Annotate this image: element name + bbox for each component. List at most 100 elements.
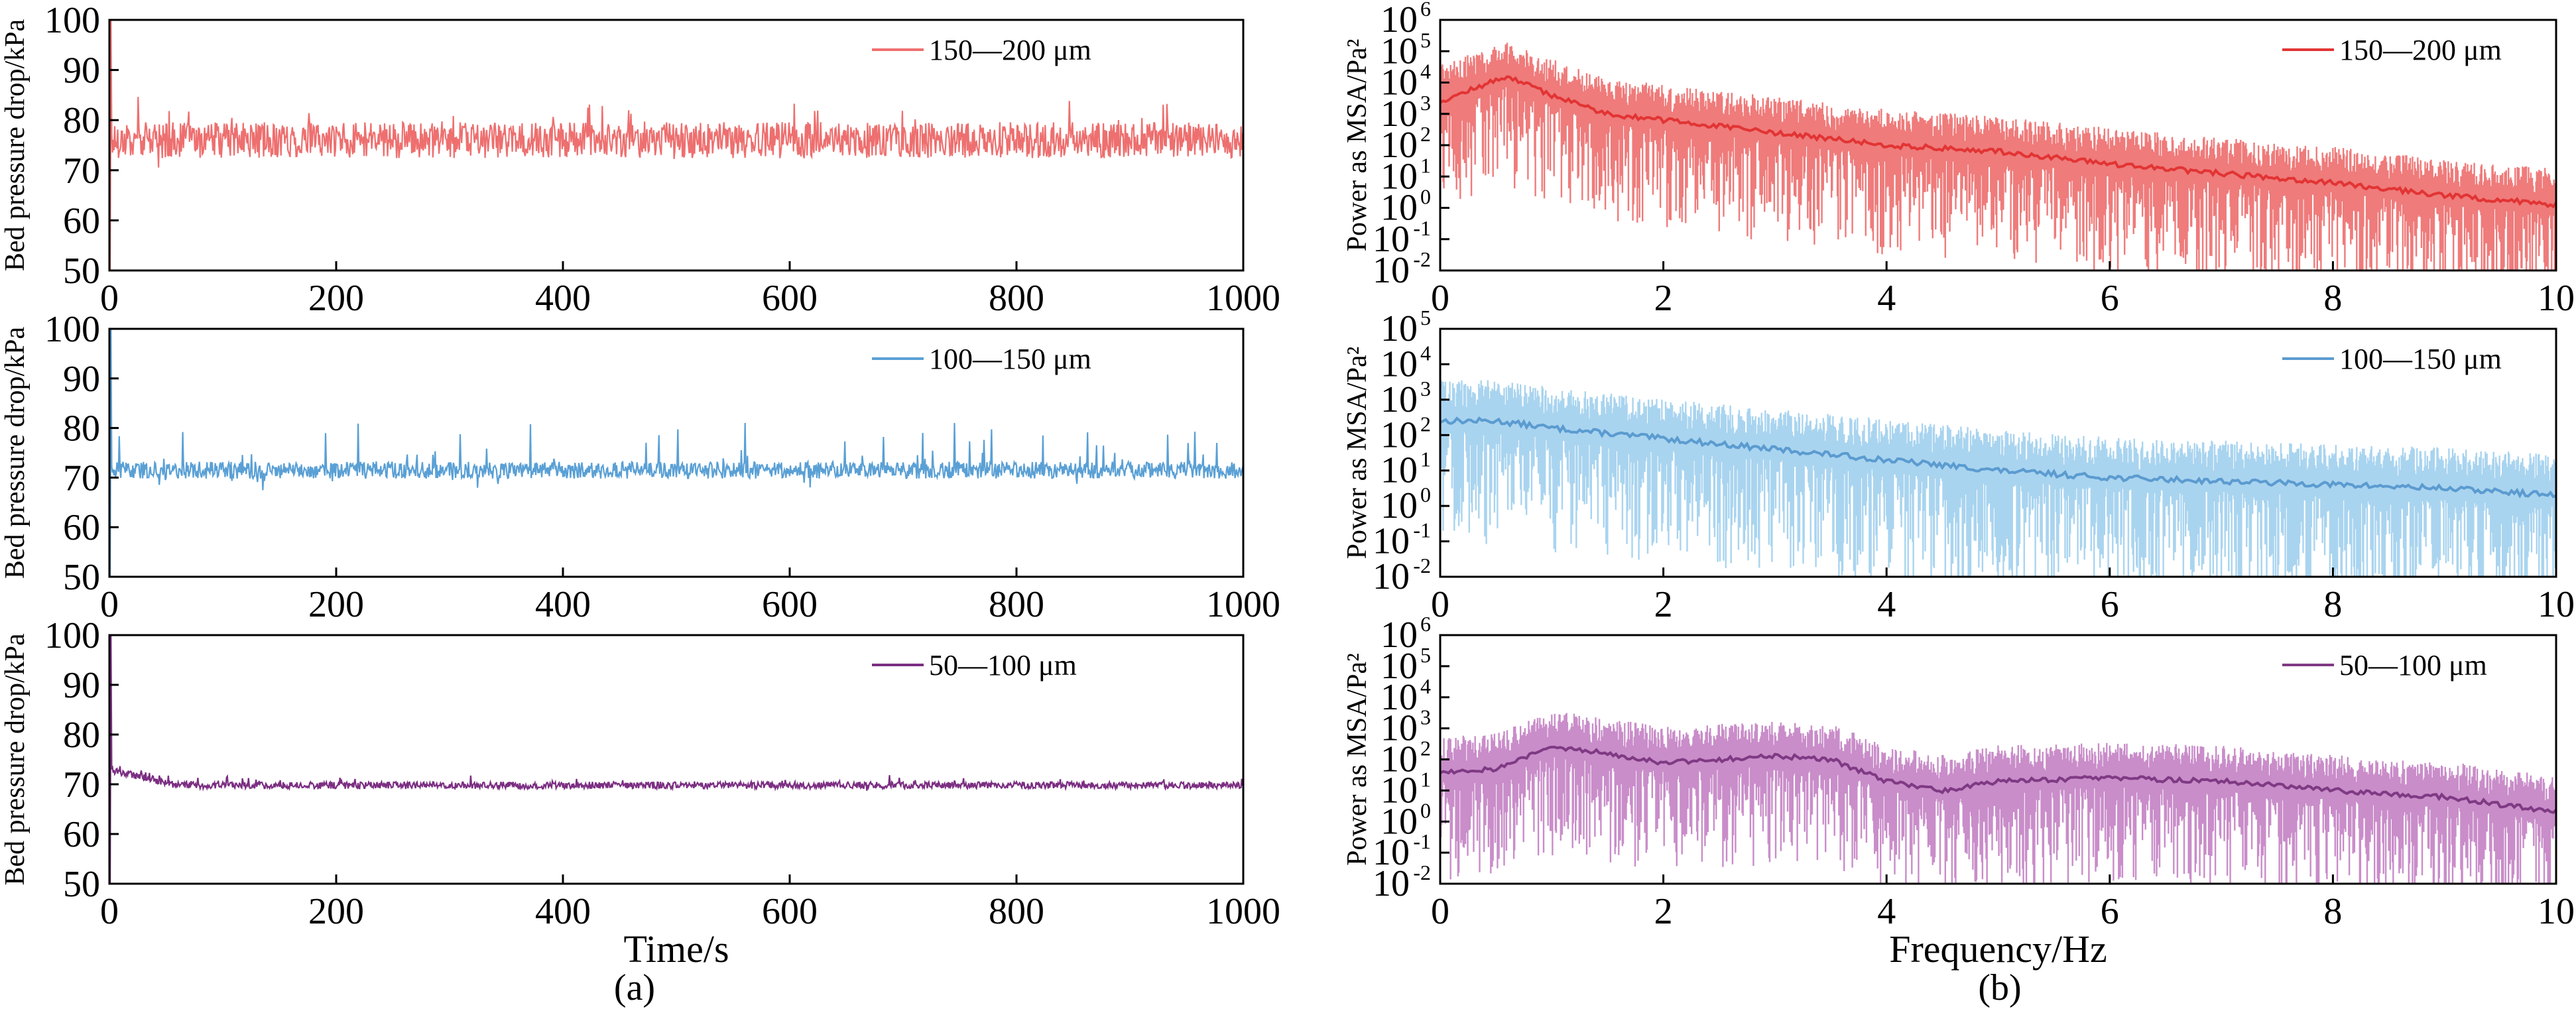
- y-tick-exponent: 6: [1420, 612, 1431, 636]
- y-tick-base: 10: [1373, 832, 1410, 873]
- y-tick-label-a2: 60: [63, 507, 100, 548]
- x-tick-label-b2: 6: [2101, 584, 2119, 625]
- y-tick-exponent: 4: [1420, 60, 1431, 84]
- y-tick-label-b3: 10 0: [1380, 798, 1431, 842]
- plot-area-b1: [1440, 42, 2556, 270]
- series-line-a2: [109, 329, 1243, 577]
- y-tick-exponent: 3: [1420, 705, 1431, 729]
- chart-a3: 0 200 400 600 800 1000 50 60 70 80 90 100 Bed pressu…: [0, 615, 1280, 971]
- legend-label-a1: 150—200 μm: [929, 34, 1091, 66]
- y-tick-label-b3: 10 2: [1380, 737, 1431, 780]
- y-tick-base: 10: [1373, 556, 1410, 597]
- x-tick-label-b1: 2: [1654, 278, 1673, 319]
- y-tick-exponent: 4: [1420, 341, 1431, 365]
- y-tick-base: 10: [1380, 739, 1418, 780]
- y-tick-base: 10: [1380, 770, 1418, 811]
- y-tick-label-b3: 10 6: [1380, 612, 1431, 656]
- x-tick-label-a1: 1000: [1206, 278, 1280, 319]
- y-tick-exponent: 0: [1420, 185, 1431, 209]
- y-tick-label-b3: 10 1: [1380, 767, 1431, 811]
- y-tick-label-b1: 10 3: [1380, 91, 1431, 135]
- x-axis-label-b3: Frequency/Hz: [1889, 927, 2107, 971]
- y-tick-base: 10: [1380, 801, 1418, 842]
- y-tick-exponent: 1: [1420, 153, 1431, 177]
- y-axis-label-b3: Power as MSA/Pa²: [1342, 653, 1373, 866]
- smoothed-spectrum-b3: [1440, 745, 2556, 814]
- y-tick-exponent: -1: [1413, 216, 1431, 240]
- plot-frame-a3: [108, 634, 1245, 885]
- raw-spectrum-b1: [1440, 42, 2556, 270]
- y-tick-base: 10: [1380, 485, 1418, 526]
- raw-spectrum-b2: [1440, 380, 2556, 577]
- y-tick-label-b2: 10 -1: [1373, 518, 1431, 562]
- x-tick-label-b2: 2: [1654, 584, 1673, 625]
- y-tick-label-b3: 10 3: [1380, 705, 1431, 749]
- y-tick-base: 10: [1380, 156, 1418, 197]
- x-tick-label-a1: 400: [535, 278, 591, 319]
- x-tick-label-b1: 8: [2323, 278, 2342, 319]
- y-tick-base: 10: [1380, 708, 1418, 749]
- y-tick-base: 10: [1380, 615, 1418, 656]
- x-tick-label-a3: 0: [100, 891, 119, 932]
- legend-label-a2: 100—150 μm: [929, 343, 1091, 375]
- y-tick-base: 10: [1380, 414, 1418, 455]
- y-tick-label-b1: 10 5: [1380, 28, 1431, 72]
- y-tick-base: 10: [1380, 343, 1418, 385]
- y-tick-label-b3: 10 4: [1380, 674, 1431, 718]
- y-tick-exponent: -2: [1413, 861, 1431, 884]
- y-tick-exponent: 1: [1420, 767, 1431, 791]
- x-tick-label-b2: 10: [2538, 584, 2575, 625]
- y-tick-label-a1: 90: [63, 50, 100, 91]
- y-tick-label-a3: 100: [44, 615, 100, 656]
- x-tick-label-a2: 0: [100, 584, 119, 625]
- x-tick-label-b1: 6: [2101, 278, 2119, 319]
- y-tick-exponent: 2: [1420, 122, 1431, 146]
- y-tick-label-a2: 50: [63, 557, 100, 598]
- y-tick-base: 10: [1380, 308, 1418, 349]
- y-tick-base: 10: [1380, 0, 1418, 40]
- x-tick-label-a1: 200: [308, 278, 364, 319]
- y-tick-label-b1: 10 1: [1380, 153, 1431, 197]
- y-tick-label-a2: 90: [63, 359, 100, 400]
- x-tick-label-a2: 1000: [1206, 584, 1280, 625]
- y-tick-exponent: -2: [1413, 554, 1431, 577]
- x-tick-label-a3: 800: [989, 891, 1044, 932]
- legend-label-b2: 100—150 μm: [2339, 343, 2502, 375]
- plot-area-b3: [1440, 713, 2556, 884]
- plot-area-a2: [109, 329, 1243, 577]
- x-axis-label-a3: Time/s: [623, 927, 729, 971]
- y-tick-exponent: 0: [1420, 798, 1431, 822]
- y-tick-label-a3: 60: [63, 814, 100, 855]
- y-tick-base: 10: [1380, 646, 1418, 687]
- x-tick-label-b3: 0: [1431, 891, 1449, 932]
- y-tick-label-a3: 50: [63, 864, 100, 905]
- series-line-a1: [109, 20, 1243, 270]
- smoothed-spectrum-b2: [1440, 416, 2556, 499]
- y-axis-label-b2: Power as MSA/Pa²: [1342, 347, 1373, 560]
- x-tick-label-a1: 800: [989, 278, 1044, 319]
- y-tick-base: 10: [1373, 863, 1410, 904]
- plot-area-b2: [1440, 380, 2556, 577]
- series-line-a3: [109, 635, 1243, 884]
- y-tick-label-b1: 10 4: [1380, 60, 1431, 103]
- y-tick-base: 10: [1380, 450, 1418, 491]
- y-tick-exponent: 2: [1420, 737, 1431, 760]
- y-axis-label-a2: Bed pressure drop/kPa: [0, 327, 31, 579]
- caption-b: (b): [1978, 967, 2021, 1008]
- y-tick-label-b2: 10 4: [1380, 341, 1431, 385]
- chart-a2: 0 200 400 600 800 1000 50 60 70 80 90 100 Bed pressu…: [0, 309, 1280, 625]
- y-axis-label-a1: Bed pressure drop/kPa: [0, 19, 31, 272]
- x-tick-label-a2: 600: [762, 584, 818, 625]
- y-tick-exponent: -1: [1413, 518, 1431, 542]
- y-tick-exponent: 0: [1420, 483, 1431, 506]
- y-tick-label-a3: 90: [63, 665, 100, 706]
- x-tick-label-b2: 0: [1431, 584, 1449, 625]
- y-tick-exponent: 5: [1420, 643, 1431, 667]
- x-tick-label-b3: 6: [2101, 891, 2119, 932]
- y-tick-base: 10: [1380, 30, 1418, 72]
- plot-frame-a2: [108, 328, 1245, 578]
- y-tick-exponent: -2: [1413, 247, 1431, 271]
